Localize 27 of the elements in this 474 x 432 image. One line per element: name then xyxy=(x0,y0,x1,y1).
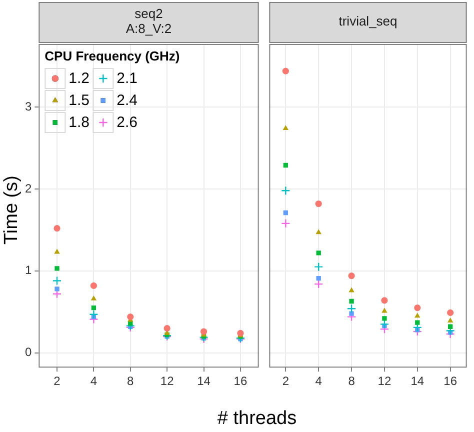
y-tick-label: 0 xyxy=(24,345,32,360)
x-tick-label: 12 xyxy=(378,374,392,388)
x-tick-label: 12 xyxy=(160,374,174,388)
legend-label: 1.8 xyxy=(68,114,90,132)
y-tick-label: 3 xyxy=(24,99,32,114)
y-axis-title: Time (s) xyxy=(1,174,22,246)
x-tick-label: 4 xyxy=(90,374,98,388)
x-tick-label: 4 xyxy=(315,374,322,388)
chart-title: trivial_seq xyxy=(338,14,398,29)
x-tick-label: 16 xyxy=(234,374,248,388)
x-tick-label: 2 xyxy=(54,374,61,388)
legend-label: 1.2 xyxy=(68,70,90,88)
legend-label: 2.6 xyxy=(116,114,138,132)
legend-label: 2.4 xyxy=(116,92,138,110)
x-tick-label: 14 xyxy=(197,374,211,388)
x-tick-label: 14 xyxy=(410,374,424,388)
legend-title: CPU Frequency (GHz) xyxy=(44,48,180,64)
x-tick-label: 8 xyxy=(127,374,134,388)
x-tick-label: 16 xyxy=(444,374,458,388)
y-tick-label: 1 xyxy=(24,263,32,278)
y-tick-label: 2 xyxy=(24,181,32,196)
x-tick-label: 2 xyxy=(282,374,290,388)
x-tick-label: 8 xyxy=(348,374,356,388)
legend-label: 1.5 xyxy=(68,92,90,110)
legend-label: 2.1 xyxy=(116,70,138,88)
chart-title: seq2 A:8_V:2 xyxy=(126,6,172,36)
x-axis-title: # threads xyxy=(216,408,298,430)
